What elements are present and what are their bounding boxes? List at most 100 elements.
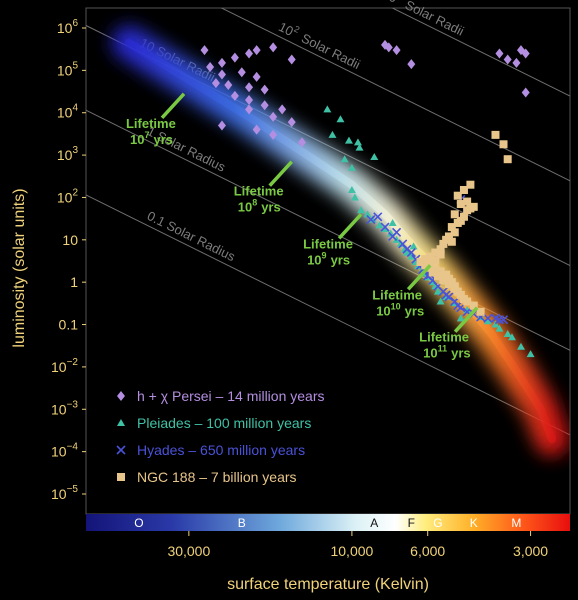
y-tick-label: 10	[62, 232, 78, 248]
y-tick-base: 10	[57, 189, 73, 205]
triangle-point	[375, 221, 384, 229]
y-tick-label: 105	[57, 60, 79, 78]
x-stroke	[366, 215, 376, 225]
triangle-point	[526, 350, 535, 358]
y-tick-base: 10	[62, 232, 78, 248]
x-tick-label: 30,000	[167, 543, 210, 559]
triangle-point	[328, 130, 337, 138]
legend-marker-square	[117, 473, 125, 481]
diamond-point	[512, 57, 521, 68]
y-tick-exp: 5	[72, 60, 78, 71]
plot-border	[85, 7, 571, 515]
spectral-class-label: F	[408, 516, 415, 530]
square-point	[431, 248, 440, 257]
lifetime-unit: yrs	[451, 346, 471, 361]
triangle-point	[495, 324, 504, 332]
square-point	[466, 180, 475, 189]
y-tick-label: 1	[70, 274, 78, 290]
x-point	[483, 313, 493, 323]
x-stroke	[441, 290, 451, 300]
y-tick-exp: 4	[72, 103, 78, 114]
lifetime-pointer	[406, 264, 432, 291]
x-stroke	[490, 313, 501, 323]
diamond-point	[260, 100, 269, 111]
spectral-class-label: O	[134, 516, 143, 530]
x-point	[498, 315, 509, 325]
x-point	[373, 212, 383, 222]
plot-area	[85, 7, 571, 515]
square-point	[450, 228, 459, 237]
y-tick-exp: 3	[72, 145, 78, 156]
y-tick-base: 10	[51, 444, 67, 460]
radius-label-base: 10	[380, 0, 400, 6]
triangle-point	[355, 143, 364, 151]
radius-label-exp: 3	[396, 0, 405, 2]
square-point	[426, 252, 435, 261]
y-tick-exp: −2	[67, 357, 79, 368]
triangle-point	[396, 239, 405, 247]
triangle-point	[350, 193, 359, 201]
lifetime-base: 10	[307, 252, 321, 267]
x-axis-title: surface temperature (Kelvin)	[227, 576, 429, 593]
triangle-point	[347, 185, 356, 193]
x-stroke	[494, 315, 505, 325]
y-tick-base: 10	[51, 401, 67, 417]
legend-entry: NGC 188 – 7 billion years	[137, 469, 297, 485]
square-point	[444, 280, 453, 289]
x-point	[392, 227, 402, 237]
y-tick-label: 104	[57, 103, 79, 121]
diamond-point	[521, 87, 530, 98]
y-tick-exp: −3	[67, 399, 79, 410]
diamond-point	[245, 48, 254, 59]
x-point	[366, 215, 376, 225]
triangle-point	[483, 317, 492, 325]
square-point	[439, 276, 448, 285]
x-stroke	[498, 315, 509, 325]
square-point	[476, 307, 485, 316]
radius-line	[391, 8, 570, 97]
x-point	[494, 315, 505, 325]
diamond-point	[495, 48, 504, 59]
y-tick-exp: 2	[72, 187, 78, 198]
triangle-point	[436, 297, 445, 305]
triangle-point	[516, 342, 525, 350]
lifetime-unit: yrs	[261, 200, 281, 215]
lifetime-exp: 7	[144, 130, 149, 140]
y-tick-exp: −4	[67, 442, 79, 453]
square-point	[439, 239, 448, 248]
lifetime-pointer	[453, 306, 479, 333]
triangle-point	[388, 218, 397, 226]
lifetime-value: 107 yrs	[130, 130, 173, 147]
diamond-point	[245, 82, 254, 93]
y-axis-title: luminosity (solar units)	[11, 188, 28, 347]
lifetime-exp: 11	[438, 344, 448, 354]
y-tick-base: 10	[57, 105, 73, 121]
triangle-point	[503, 329, 512, 337]
square-point	[453, 191, 462, 200]
square-point	[503, 155, 512, 164]
triangle-point	[507, 333, 516, 341]
triangle-point	[381, 225, 390, 233]
square-point	[442, 235, 451, 244]
diamond-point	[278, 104, 287, 115]
square-point	[436, 267, 445, 276]
diamond-point	[384, 42, 393, 53]
square-point	[469, 301, 478, 310]
diamond-point	[217, 120, 226, 131]
y-tick-label: 10−3	[51, 399, 78, 417]
x-stroke	[392, 227, 402, 237]
x-point	[380, 222, 390, 232]
diamond-point	[260, 84, 269, 95]
diamond-point	[252, 45, 261, 56]
diamond-point	[392, 45, 401, 56]
x-stroke	[483, 313, 493, 323]
square-point	[428, 268, 437, 277]
diamond-point	[217, 57, 226, 68]
lifetime-value: 108 yrs	[238, 198, 281, 215]
lifetime-pointer	[160, 92, 186, 119]
diamond-point	[287, 117, 296, 128]
square-point	[466, 204, 475, 213]
diamond-point	[200, 45, 209, 56]
